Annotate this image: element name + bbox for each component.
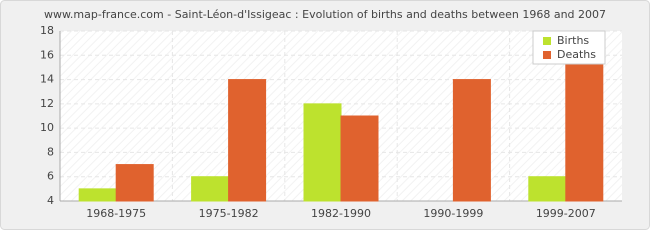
bar [452,79,491,202]
chart-title: www.map-france.com - Saint-Léon-d'Issige… [44,8,606,21]
legend-swatch [543,37,551,45]
bar [565,54,604,202]
y-tick-label: 10 [40,121,54,134]
x-tick-label: 1968-1975 [86,207,146,220]
y-tick-label: 18 [40,24,54,37]
legend-label: Births [557,34,589,47]
bar [191,176,230,202]
y-tick-label: 16 [40,48,54,61]
x-tick-label: 1990-1999 [423,207,483,220]
bar [340,115,379,202]
y-tick-label: 6 [47,170,54,183]
y-tick-label: 8 [47,145,54,158]
x-tick-label: 1982-1990 [311,207,371,220]
bar [78,188,117,202]
bar [228,79,267,202]
y-tick-label: 14 [40,73,54,86]
x-tick-label: 1999-2007 [536,207,596,220]
x-tick-label: 1975-1982 [199,207,259,220]
y-tick-label: 4 [47,194,54,207]
bar [303,103,342,202]
bar [115,164,154,202]
bar [528,176,567,202]
legend-swatch [543,51,551,59]
y-tick-label: 12 [40,97,54,110]
legend-label: Deaths [557,48,596,61]
chart: www.map-france.com - Saint-Léon-d'Issige… [0,0,650,230]
